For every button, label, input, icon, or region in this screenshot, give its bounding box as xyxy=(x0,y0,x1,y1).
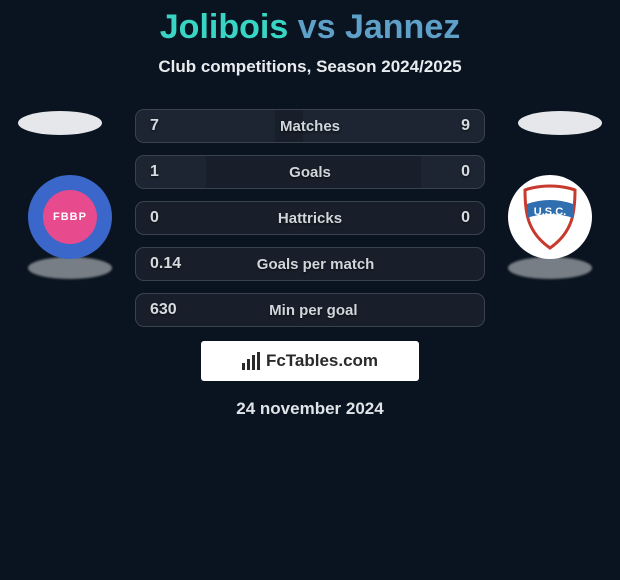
stat-value-left: 630 xyxy=(136,301,191,319)
stat-value-left: 7 xyxy=(136,117,214,135)
stat-rows: 7Matches91Goals00Hattricks00.14Goals per… xyxy=(135,109,485,327)
stat-row: 1Goals0 xyxy=(135,155,485,189)
stat-value-left: 0 xyxy=(136,209,214,227)
svg-text:U.S.C.: U.S.C. xyxy=(534,206,566,218)
stat-value-right: 0 xyxy=(406,163,484,181)
bar-chart-icon xyxy=(242,352,260,370)
club-logo-right: U.S.C. xyxy=(508,175,592,259)
stat-label: Min per goal xyxy=(191,302,484,319)
stat-row: 0Hattricks0 xyxy=(135,201,485,235)
badge-text: FcTables.com xyxy=(266,351,378,371)
logo-shadow xyxy=(28,257,112,279)
logo-shadow xyxy=(508,257,592,279)
stat-row: 0.14Goals per match xyxy=(135,247,485,281)
decorative-ellipse-left xyxy=(18,111,102,135)
club-logo-left: FBBP xyxy=(28,175,112,259)
vs-text: vs xyxy=(298,8,336,46)
stat-row: 630Min per goal xyxy=(135,293,485,327)
player2-name: Jannez xyxy=(345,8,460,46)
club-logo-right-wrap: U.S.C. xyxy=(500,175,600,275)
club-logo-left-text: FBBP xyxy=(43,190,97,244)
comparison-card: Jolibois vs Jannez Club competitions, Se… xyxy=(0,0,620,419)
stat-label: Goals xyxy=(214,164,406,181)
stat-value-left: 1 xyxy=(136,163,214,181)
club-logo-left-wrap: FBBP xyxy=(20,175,120,275)
stat-label: Hattricks xyxy=(214,210,406,227)
stat-row: 7Matches9 xyxy=(135,109,485,143)
fctables-badge[interactable]: FcTables.com xyxy=(201,341,419,381)
shield-icon: U.S.C. xyxy=(515,182,585,252)
stat-value-right: 0 xyxy=(406,209,484,227)
player1-name: Jolibois xyxy=(160,8,288,46)
stat-value-left: 0.14 xyxy=(136,255,195,273)
stat-label: Goals per match xyxy=(195,256,484,273)
stat-label: Matches xyxy=(214,118,406,135)
stats-area: FBBP U.S.C. 7Matches91Goals00Hattricks00… xyxy=(0,109,620,327)
page-title: Jolibois vs Jannez xyxy=(0,8,620,47)
decorative-ellipse-right xyxy=(518,111,602,135)
subtitle: Club competitions, Season 2024/2025 xyxy=(0,57,620,77)
stat-value-right: 9 xyxy=(406,117,484,135)
date-text: 24 november 2024 xyxy=(0,399,620,419)
